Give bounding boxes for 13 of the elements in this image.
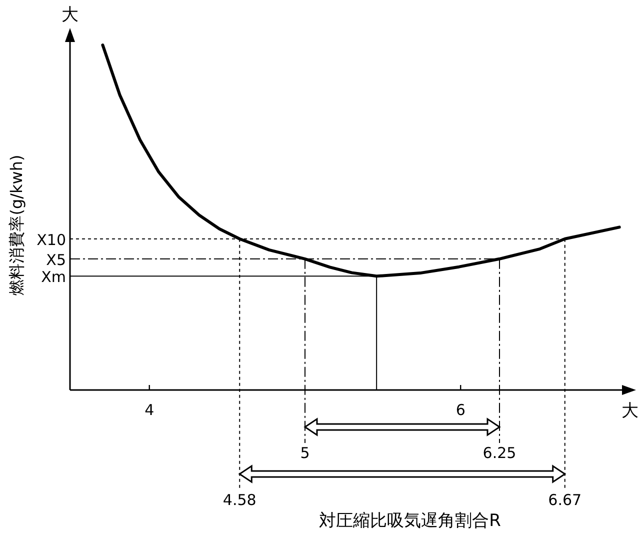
x-tick-label: 4 <box>144 401 154 419</box>
ref-line-label: X5 <box>46 250 66 269</box>
text: 大 <box>62 5 78 25</box>
ref-line-label: 6.25 <box>482 444 516 462</box>
ref-line-label: X10 <box>36 230 66 249</box>
ref-line-label: 5 <box>300 444 310 462</box>
text: 対圧縮比吸気遅角割合R <box>319 511 502 531</box>
ref-line-label: Xm <box>41 268 66 286</box>
y-axis-title: 燃料消費率(g/kwh) <box>7 154 26 296</box>
ref-line-label: 6.67 <box>548 491 582 509</box>
text: 大 <box>622 401 638 421</box>
ref-line-label: 4.58 <box>222 491 256 509</box>
x-tick-label: 6 <box>456 401 466 419</box>
